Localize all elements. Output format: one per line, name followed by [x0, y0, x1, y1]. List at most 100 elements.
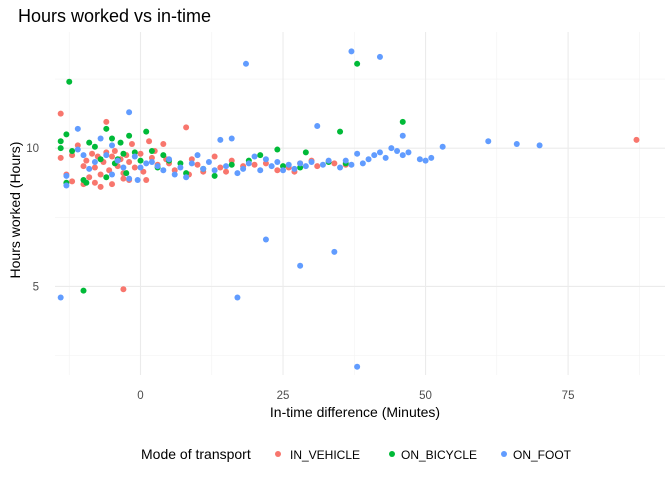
point-on-bicycle [63, 131, 70, 138]
legend-label-on-bicycle: ON_BICYCLE [401, 448, 477, 462]
point-on-foot [399, 152, 406, 159]
point-in-vehicle [69, 178, 76, 185]
legend-key-on-bicycle [389, 451, 395, 457]
legend-key-in-vehicle [275, 451, 281, 457]
point-on-foot [134, 176, 141, 183]
point-on-bicycle [137, 157, 144, 164]
point-on-foot [365, 156, 372, 163]
point-in-vehicle [80, 163, 87, 170]
point-on-foot [74, 125, 81, 132]
point-on-foot [422, 157, 429, 164]
point-on-foot [399, 132, 406, 139]
axis-ticks: 0 25 50 75 5 10 [26, 143, 574, 402]
point-on-bicycle [57, 145, 64, 152]
point-on-foot [354, 363, 361, 370]
point-on-bicycle [280, 163, 287, 170]
point-on-foot [63, 172, 70, 179]
x-tick-label: 75 [562, 390, 575, 402]
point-on-bicycle [148, 147, 155, 154]
point-on-foot [126, 109, 133, 116]
point-on-bicycle [66, 78, 73, 85]
point-on-foot [394, 147, 401, 154]
point-on-foot [388, 145, 395, 152]
point-on-foot [211, 167, 218, 174]
point-on-foot [280, 167, 287, 174]
point-on-foot [240, 165, 247, 172]
point-in-vehicle [171, 167, 178, 174]
point-on-foot [359, 160, 366, 167]
point-on-foot [319, 161, 326, 168]
point-in-vehicle [126, 159, 133, 166]
point-in-vehicle [188, 156, 195, 163]
point-on-foot [126, 175, 133, 182]
point-on-bicycle [69, 147, 76, 154]
legend-title: Mode of transport [141, 446, 251, 462]
point-on-foot [308, 159, 315, 166]
legend: Mode of transport IN_VEHICLE ON_BICYCLE … [141, 446, 572, 462]
point-on-bicycle [399, 118, 406, 125]
point-on-foot [57, 294, 64, 301]
point-on-foot [234, 294, 241, 301]
point-in-vehicle [89, 150, 96, 157]
y-axis-label: Hours worked (Hours) [7, 142, 23, 279]
point-on-foot [348, 161, 355, 168]
point-in-vehicle [137, 150, 144, 157]
point-on-bicycle [160, 152, 167, 159]
point-in-vehicle [109, 181, 116, 188]
point-on-foot [428, 154, 435, 161]
point-in-vehicle [128, 141, 135, 148]
point-on-bicycle [257, 152, 264, 159]
point-on-bicycle [80, 287, 87, 294]
point-on-foot [274, 159, 281, 166]
point-on-foot [188, 160, 195, 167]
point-on-foot [325, 157, 332, 164]
point-in-vehicle [69, 152, 76, 159]
x-tick-label: 25 [277, 390, 290, 402]
point-on-foot [376, 53, 383, 60]
point-on-foot [74, 146, 81, 153]
point-on-foot [257, 167, 264, 174]
point-on-foot [302, 163, 309, 170]
point-on-foot [416, 156, 423, 163]
point-in-vehicle [83, 157, 90, 164]
point-on-foot [205, 159, 212, 166]
point-on-bicycle [103, 174, 110, 181]
point-on-bicycle [228, 161, 235, 168]
point-on-foot [536, 142, 543, 149]
point-on-foot [217, 136, 224, 143]
point-on-foot [354, 150, 361, 157]
point-in-vehicle [633, 136, 640, 143]
point-on-foot [268, 163, 275, 170]
point-on-foot [200, 165, 207, 172]
point-on-bicycle [354, 60, 361, 67]
point-in-vehicle [91, 179, 98, 186]
point-on-foot [314, 123, 321, 130]
point-in-vehicle [120, 286, 127, 293]
point-on-foot [91, 159, 98, 166]
point-in-vehicle [194, 161, 201, 168]
point-on-foot [285, 161, 292, 168]
y-tick-label: 10 [26, 143, 39, 155]
x-axis-label: In-time difference (Minutes) [270, 404, 440, 420]
legend-label-on-foot: ON_FOOT [513, 448, 572, 462]
point-on-foot [137, 164, 144, 171]
point-on-foot [348, 48, 355, 55]
point-on-bicycle [143, 128, 150, 135]
point-in-vehicle [262, 160, 269, 167]
point-on-foot [439, 143, 446, 150]
point-on-bicycle [126, 132, 133, 139]
legend-key-on-foot [501, 451, 507, 457]
point-on-foot [234, 170, 241, 177]
point-on-bicycle [97, 156, 104, 163]
point-on-bicycle [103, 125, 110, 132]
point-on-foot [382, 154, 389, 161]
point-in-vehicle [103, 118, 110, 125]
point-in-vehicle [57, 110, 64, 117]
point-on-bicycle [131, 149, 138, 156]
point-on-foot [485, 138, 492, 145]
point-in-vehicle [160, 141, 167, 148]
point-on-foot [251, 153, 258, 160]
point-in-vehicle [109, 153, 116, 160]
point-on-bicycle [123, 170, 130, 177]
